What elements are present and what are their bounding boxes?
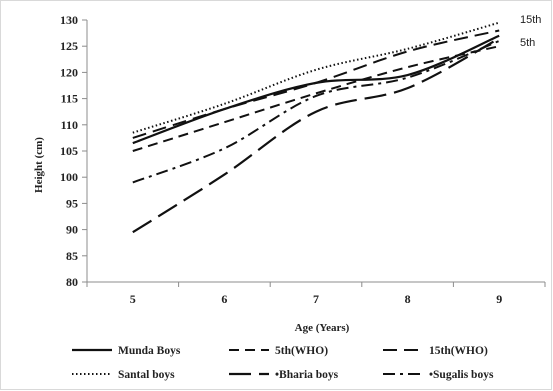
legend-label: Munda Boys: [118, 345, 181, 357]
y-tick-label: 130: [60, 13, 78, 27]
y-tick-label: 105: [60, 144, 78, 158]
legend-label: Santal boys: [118, 369, 175, 381]
x-tick-label: 7: [313, 292, 319, 306]
y-tick-label: 120: [60, 65, 78, 79]
legend-label: 5th(WHO): [275, 345, 328, 357]
x-tick-label: 6: [221, 292, 227, 306]
series-line-5: [132, 37, 500, 234]
y-tick-labels: 80 85 90 95 100 105 110 115 120 125 130: [60, 13, 78, 289]
y-tick-label: 110: [61, 118, 78, 132]
series-lines: [132, 21, 500, 234]
legend-label: 15th(WHO): [429, 345, 488, 357]
legend-label: •Bharia boys: [275, 369, 339, 381]
y-axis-label: Height (cm): [33, 137, 45, 193]
y-tick-label: 100: [60, 170, 78, 184]
y-tick-label: 90: [66, 223, 78, 237]
annotation-label: 15th: [520, 14, 541, 26]
y-tick-label: 115: [61, 92, 78, 106]
series-line-3: [132, 29, 500, 139]
y-tick-label: 80: [66, 275, 78, 289]
annotations: 15th 5th: [520, 14, 541, 49]
x-tick-label: 9: [496, 292, 502, 306]
series-line-4: [132, 21, 500, 134]
series-line-2: [132, 45, 500, 152]
axes: [82, 19, 546, 287]
x-tick-label: 8: [405, 292, 411, 306]
x-axis-label: Age (Years): [295, 322, 350, 334]
series-line-1: [132, 34, 500, 145]
legend: Munda Boys 5th(WHO) 15th(WHO) Santal boys •B…: [72, 345, 494, 381]
annotation-label: 5th: [520, 37, 535, 49]
legend-label: •Sugalis boys: [429, 369, 494, 381]
y-tick-label: 95: [66, 196, 78, 210]
y-tick-label: 85: [66, 249, 78, 263]
y-tick-label: 125: [60, 39, 78, 53]
x-tick-label: 5: [130, 292, 136, 306]
series-line-6: [132, 40, 500, 184]
x-tick-labels: 5 6 7 8 9: [130, 292, 502, 306]
